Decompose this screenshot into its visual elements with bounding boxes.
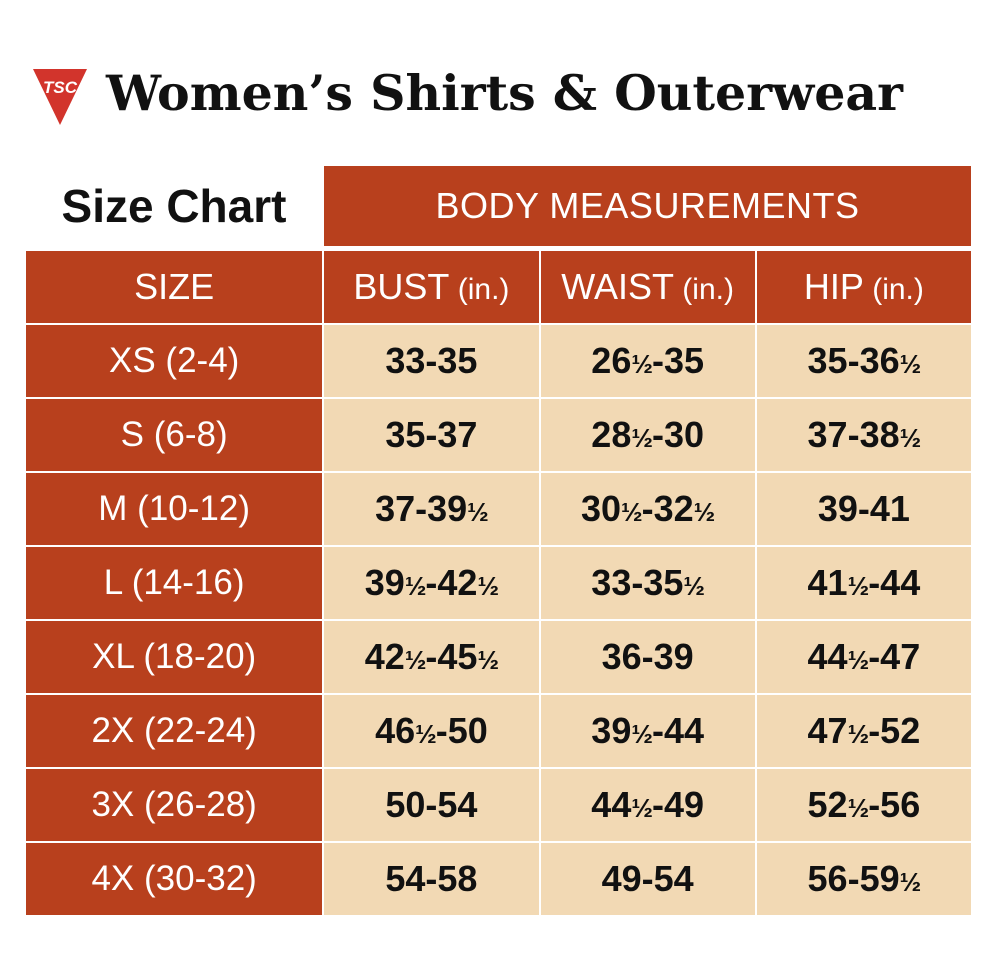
size-cell: M (10-12) — [26, 473, 323, 545]
fraction-glyph: ½ — [477, 573, 499, 601]
size-cell: L (14-16) — [26, 547, 323, 619]
fraction-glyph: ½ — [621, 499, 643, 527]
waist-cell: 44½-49 — [540, 769, 755, 841]
bust-cell: 37-39½ — [324, 473, 539, 545]
tsc-logo-icon: TSC — [33, 69, 87, 125]
bust-cell: 50-54 — [324, 769, 539, 841]
logo-text: TSC — [43, 78, 78, 97]
body-measurements-header: BODY MEASUREMENTS — [324, 166, 971, 246]
fraction-glyph: ½ — [847, 573, 870, 601]
col-header-unit: (in.) — [449, 273, 510, 306]
waist-cell: 49-54 — [540, 843, 755, 915]
bust-cell: 54-58 — [324, 843, 539, 915]
fraction-glyph: ½ — [631, 351, 653, 379]
fraction-glyph: ½ — [847, 647, 870, 675]
fraction-glyph: ½ — [415, 721, 437, 749]
table-row: S (6-8) 35-37 28½-30 37-38½ — [26, 399, 971, 471]
hip-cell: 37-38½ — [756, 399, 971, 471]
table-row: XL (18-20) 42½-45½ 36-39 44½-47 — [26, 621, 971, 693]
fraction-glyph: ½ — [899, 351, 922, 379]
hip-cell: 56-59½ — [756, 843, 971, 915]
table-row: 2X (22-24) 46½-50 39½-44 47½-52 — [26, 695, 971, 767]
table-row: 4X (30-32) 54-58 49-54 56-59½ — [26, 843, 971, 915]
waist-cell: 33-35½ — [540, 547, 755, 619]
fraction-glyph: ½ — [693, 499, 716, 527]
bust-cell: 46½-50 — [324, 695, 539, 767]
col-header-size: SIZE — [26, 251, 323, 323]
fraction-glyph: ½ — [404, 573, 427, 601]
fraction-glyph: ½ — [467, 499, 489, 527]
col-header-bust: BUST (in.) — [324, 251, 539, 323]
bust-cell: 33-35 — [324, 325, 539, 397]
waist-cell: 26½-35 — [540, 325, 755, 397]
page-title: Women’s Shirts & Outerwear — [106, 64, 903, 122]
size-cell: XS (2-4) — [26, 325, 323, 397]
hip-cell: 44½-47 — [756, 621, 971, 693]
col-header-label: WAIST — [561, 266, 674, 307]
col-header-waist: WAIST (in.) — [540, 251, 755, 323]
fraction-glyph: ½ — [631, 425, 653, 453]
fraction-glyph: ½ — [847, 795, 870, 823]
column-header-row: SIZE BUST (in.) WAIST (in.) HIP (in.) — [26, 251, 971, 323]
bust-cell: 39½-42½ — [324, 547, 539, 619]
size-cell: 2X (22-24) — [26, 695, 323, 767]
hip-cell: 35-36½ — [756, 325, 971, 397]
size-cell: 4X (30-32) — [26, 843, 323, 915]
fraction-glyph: ½ — [899, 869, 922, 897]
bust-cell: 35-37 — [324, 399, 539, 471]
table-row: XS (2-4) 33-35 26½-35 35-36½ — [26, 325, 971, 397]
table-row: M (10-12) 37-39½ 30½-32½ 39-41 — [26, 473, 971, 545]
hip-cell: 39-41 — [756, 473, 971, 545]
bust-cell: 42½-45½ — [324, 621, 539, 693]
table-row: L (14-16) 39½-42½ 33-35½ 41½-44 — [26, 547, 971, 619]
fraction-glyph: ½ — [477, 647, 499, 675]
col-header-unit: (in.) — [863, 273, 924, 306]
fraction-glyph: ½ — [404, 647, 427, 675]
size-cell: XL (18-20) — [26, 621, 323, 693]
col-header-label: BUST — [353, 266, 450, 307]
size-cell: S (6-8) — [26, 399, 323, 471]
waist-cell: 39½-44 — [540, 695, 755, 767]
waist-cell: 30½-32½ — [540, 473, 755, 545]
table-row: 3X (26-28) 50-54 44½-49 52½-56 — [26, 769, 971, 841]
col-header-label: SIZE — [134, 266, 215, 307]
fraction-glyph: ½ — [683, 573, 705, 601]
fraction-glyph: ½ — [631, 721, 653, 749]
col-header-label: HIP — [803, 266, 864, 307]
size-chart-label: Size Chart — [61, 180, 287, 232]
col-header-unit: (in.) — [673, 273, 734, 306]
fraction-glyph: ½ — [847, 721, 870, 749]
page-header: TSC Women’s Shirts & Outerwear — [0, 50, 1000, 140]
hip-cell: 47½-52 — [756, 695, 971, 767]
hip-cell: 52½-56 — [756, 769, 971, 841]
waist-cell: 36-39 — [540, 621, 755, 693]
col-header-hip: HIP (in.) — [756, 251, 971, 323]
waist-cell: 28½-30 — [540, 399, 755, 471]
fraction-glyph: ½ — [631, 795, 653, 823]
fraction-glyph: ½ — [899, 425, 922, 453]
hip-cell: 41½-44 — [756, 547, 971, 619]
size-cell: 3X (26-28) — [26, 769, 323, 841]
size-chart-table: SIZE BUST (in.) WAIST (in.) HIP (in.) XS… — [24, 249, 973, 917]
